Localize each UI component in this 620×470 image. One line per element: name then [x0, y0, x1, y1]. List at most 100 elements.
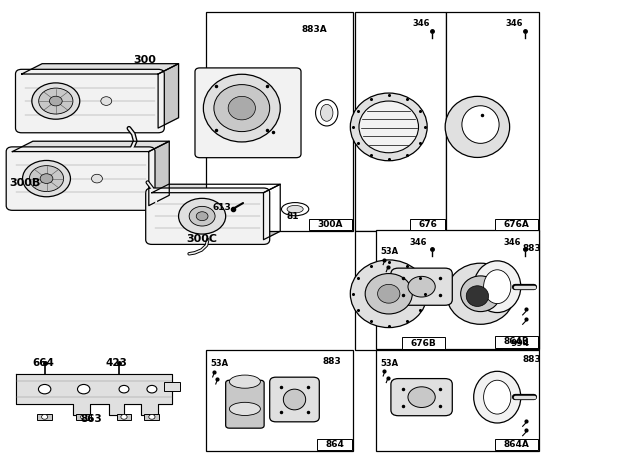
Bar — [495, 219, 538, 230]
Text: 346: 346 — [503, 238, 521, 247]
Text: 53A: 53A — [380, 247, 398, 256]
Ellipse shape — [321, 104, 333, 121]
Text: 300: 300 — [133, 55, 156, 65]
FancyBboxPatch shape — [6, 147, 155, 211]
Ellipse shape — [466, 286, 489, 306]
Ellipse shape — [350, 93, 427, 161]
Ellipse shape — [365, 274, 412, 314]
FancyBboxPatch shape — [226, 380, 264, 428]
Text: 864: 864 — [325, 440, 344, 449]
Bar — [37, 414, 52, 420]
Bar — [117, 414, 131, 420]
Ellipse shape — [229, 402, 260, 415]
Ellipse shape — [474, 261, 521, 313]
Text: 300C: 300C — [186, 235, 217, 244]
Text: 664: 664 — [32, 358, 54, 368]
Bar — [144, 414, 159, 420]
Ellipse shape — [445, 96, 510, 157]
Ellipse shape — [316, 100, 338, 126]
Bar — [446, 231, 539, 350]
Text: 81: 81 — [286, 212, 299, 221]
Circle shape — [121, 415, 127, 419]
Ellipse shape — [484, 270, 511, 304]
Text: 883: 883 — [322, 357, 341, 366]
Circle shape — [147, 385, 157, 393]
Ellipse shape — [92, 174, 102, 183]
Ellipse shape — [408, 276, 435, 297]
Text: 346: 346 — [506, 19, 523, 28]
Circle shape — [81, 415, 87, 419]
Bar — [410, 219, 445, 230]
Bar — [446, 12, 539, 231]
Circle shape — [119, 385, 129, 393]
Bar — [164, 382, 180, 391]
Bar — [309, 219, 352, 230]
Circle shape — [42, 415, 48, 419]
Bar — [495, 336, 538, 348]
Ellipse shape — [446, 263, 515, 324]
Ellipse shape — [203, 74, 280, 142]
Ellipse shape — [474, 371, 521, 423]
Text: 994: 994 — [511, 339, 530, 348]
Polygon shape — [152, 184, 280, 193]
Ellipse shape — [350, 260, 427, 328]
Ellipse shape — [283, 389, 306, 410]
Ellipse shape — [228, 96, 255, 120]
Text: eReplacementParts.com: eReplacementParts.com — [192, 213, 329, 224]
Polygon shape — [149, 141, 169, 206]
Text: 346: 346 — [412, 19, 430, 28]
Ellipse shape — [229, 375, 260, 388]
FancyBboxPatch shape — [16, 69, 164, 133]
Text: 864B: 864B — [503, 337, 529, 346]
Ellipse shape — [179, 198, 226, 234]
Ellipse shape — [50, 96, 62, 106]
Text: 883A: 883A — [302, 25, 328, 34]
Text: 346: 346 — [409, 238, 427, 247]
FancyBboxPatch shape — [391, 379, 453, 415]
FancyBboxPatch shape — [270, 377, 319, 422]
Ellipse shape — [281, 203, 309, 216]
Ellipse shape — [40, 174, 53, 183]
Bar — [206, 12, 353, 231]
Ellipse shape — [22, 160, 71, 197]
Text: 613: 613 — [213, 204, 231, 212]
Bar — [503, 337, 538, 349]
Bar — [402, 337, 445, 349]
Polygon shape — [264, 184, 280, 240]
Circle shape — [38, 384, 51, 394]
Polygon shape — [12, 141, 169, 151]
Polygon shape — [22, 63, 179, 74]
Ellipse shape — [38, 88, 73, 114]
Ellipse shape — [461, 276, 500, 312]
Ellipse shape — [189, 206, 215, 226]
Ellipse shape — [32, 83, 80, 119]
Text: 53A: 53A — [211, 359, 229, 368]
Ellipse shape — [378, 284, 400, 303]
Polygon shape — [16, 374, 172, 415]
Bar — [495, 439, 538, 450]
Ellipse shape — [462, 106, 499, 143]
Ellipse shape — [484, 380, 511, 414]
Ellipse shape — [101, 97, 112, 105]
FancyBboxPatch shape — [146, 188, 270, 244]
Ellipse shape — [287, 205, 303, 213]
Bar — [206, 350, 353, 451]
Circle shape — [149, 415, 155, 419]
Text: 864A: 864A — [503, 440, 529, 449]
FancyBboxPatch shape — [195, 68, 301, 158]
Text: 53A: 53A — [380, 359, 398, 368]
Ellipse shape — [214, 85, 270, 132]
Text: 863: 863 — [81, 414, 102, 424]
Text: 883: 883 — [522, 355, 541, 364]
Bar — [355, 231, 446, 350]
FancyBboxPatch shape — [391, 268, 453, 306]
Text: 300B: 300B — [9, 178, 40, 188]
Polygon shape — [158, 63, 179, 128]
Ellipse shape — [196, 212, 208, 221]
Text: 676B: 676B — [410, 339, 436, 348]
Circle shape — [78, 384, 90, 394]
Text: 883: 883 — [522, 244, 541, 253]
Text: 676: 676 — [418, 220, 437, 229]
Text: 676A: 676A — [503, 220, 529, 229]
Bar — [376, 350, 539, 451]
